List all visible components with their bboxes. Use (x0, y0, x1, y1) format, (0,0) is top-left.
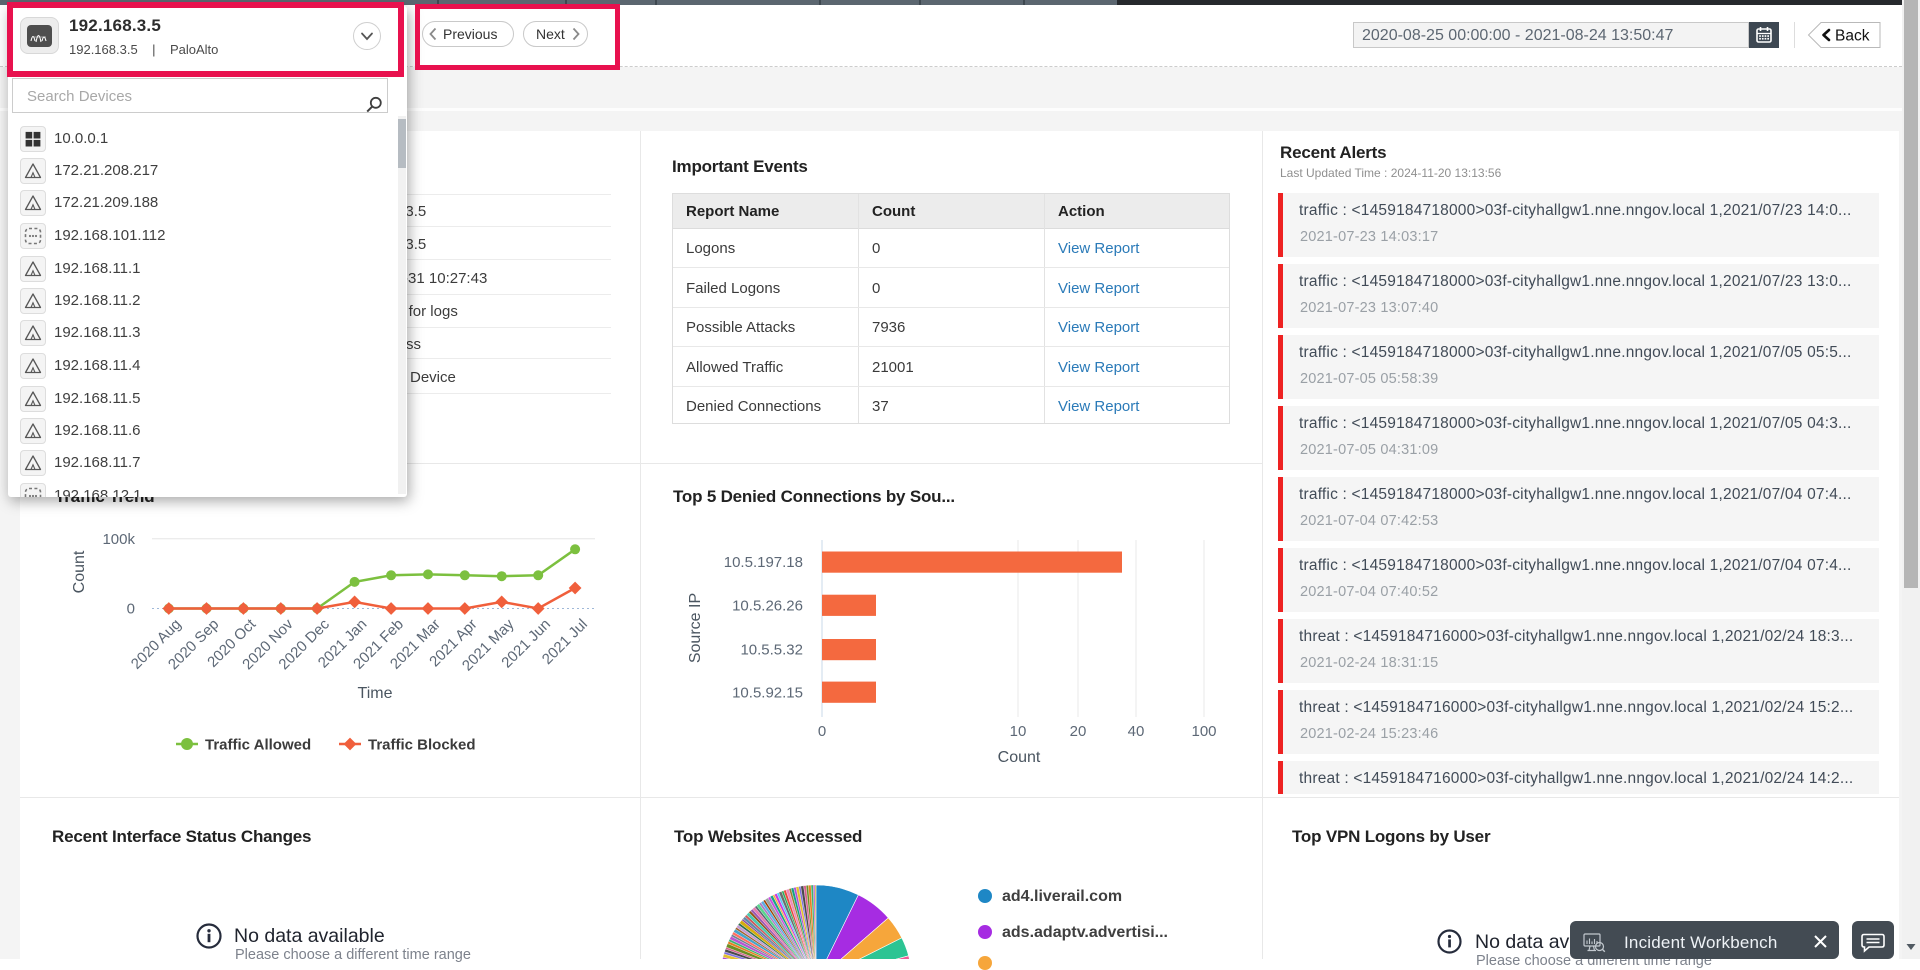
svg-text:Count: Count (71, 550, 88, 593)
svg-text:Traffic Blocked: Traffic Blocked (368, 737, 476, 754)
svg-text:10.5.197.18: 10.5.197.18 (724, 554, 803, 571)
svg-text:0: 0 (818, 723, 826, 740)
svg-text:10: 10 (1010, 723, 1027, 740)
svg-text:10.5.5.32: 10.5.5.32 (740, 642, 803, 659)
svg-text:10.5.92.15: 10.5.92.15 (732, 685, 803, 702)
svg-text:0: 0 (127, 601, 135, 618)
svg-text:Time: Time (358, 685, 393, 702)
svg-text:Traffic Allowed: Traffic Allowed (205, 737, 311, 754)
svg-text:100: 100 (1191, 723, 1216, 740)
svg-text:Count: Count (998, 749, 1041, 766)
svg-text:100k: 100k (102, 531, 135, 548)
svg-text:Back: Back (1835, 28, 1870, 45)
svg-text:20: 20 (1070, 723, 1087, 740)
svg-text:Source IP: Source IP (687, 593, 704, 663)
svg-text:40: 40 (1128, 723, 1145, 740)
svg-text:10.5.26.26: 10.5.26.26 (732, 598, 803, 615)
